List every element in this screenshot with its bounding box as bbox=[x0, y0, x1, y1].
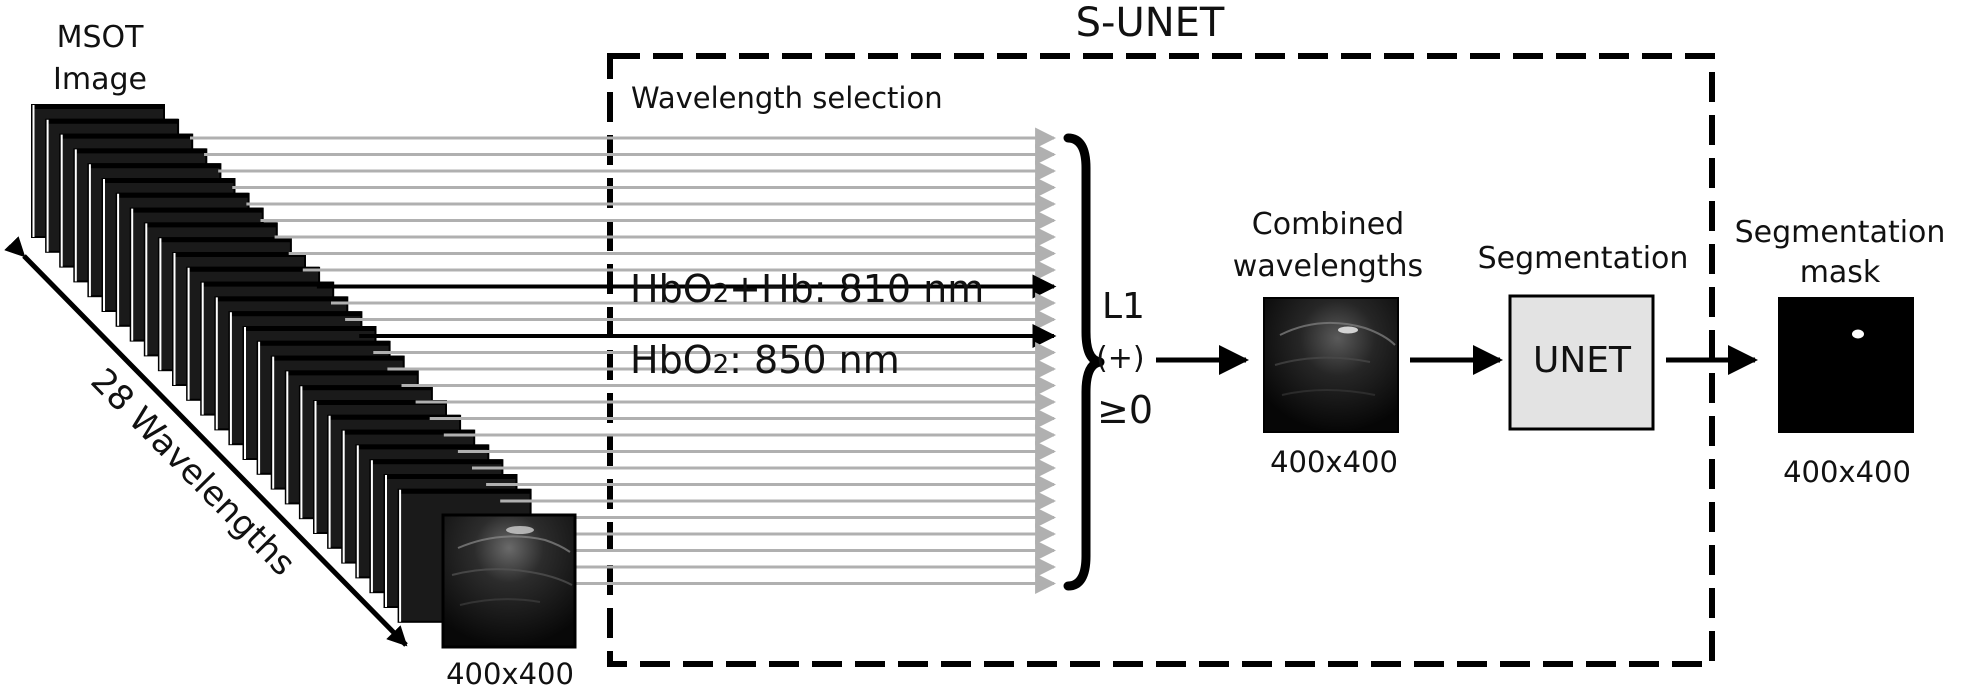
constraint-positive: (+) bbox=[1096, 341, 1145, 376]
wavelength-axis bbox=[4, 236, 408, 647]
input-label-line1: MSOT bbox=[57, 20, 145, 55]
highlight-810-label: HbO2+Hb: 810 nm bbox=[630, 267, 984, 311]
highlight-850-label: HbO2: 850 nm bbox=[630, 338, 900, 382]
wavelength-arrows bbox=[190, 127, 1057, 594]
combined-size-label: 400x400 bbox=[1270, 445, 1398, 479]
segmentation-label: Segmentation bbox=[1478, 241, 1689, 276]
wavelength-selection-label: Wavelength selection bbox=[631, 81, 943, 115]
diagram-title: S-UNET bbox=[1076, 0, 1225, 46]
combined-label-line2: wavelengths bbox=[1233, 249, 1423, 284]
input-size-label: 400x400 bbox=[446, 657, 574, 691]
combined-label-line1: Combined bbox=[1252, 207, 1404, 242]
input-label-line2: Image bbox=[53, 62, 147, 97]
unet-block bbox=[1508, 294, 1655, 431]
msot-front-image bbox=[441, 513, 577, 649]
constraint-nonnegative: ≥0 bbox=[1097, 388, 1153, 432]
mask-label-line1: Segmentation bbox=[1735, 215, 1946, 250]
segmentation-mask-image bbox=[1778, 297, 1914, 433]
combined-image bbox=[1263, 297, 1399, 433]
mask-size-label: 400x400 bbox=[1783, 455, 1911, 489]
selection-brace bbox=[1063, 133, 1105, 591]
unet-block-label: UNET bbox=[1533, 340, 1632, 381]
constraint-l1: L1 bbox=[1102, 286, 1145, 327]
mask-label-line2: mask bbox=[1800, 255, 1881, 290]
